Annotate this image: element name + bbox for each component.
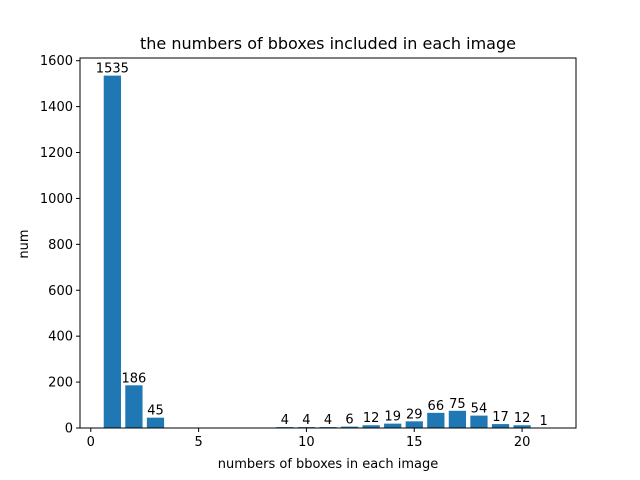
bar-x12 [340, 426, 359, 428]
data-label-x14: 19 [384, 410, 401, 425]
y-tick-label-200: 200 [48, 376, 73, 391]
y-tick-label-400: 400 [48, 330, 73, 345]
data-label-x12: 6 [345, 413, 353, 428]
bar-x19 [491, 424, 510, 428]
y-axis-label: num [17, 229, 32, 258]
bar-x15 [405, 421, 423, 428]
y-tick-label-1600: 1600 [40, 54, 73, 69]
data-label-x3: 45 [147, 404, 164, 419]
data-label-x17: 75 [449, 397, 466, 412]
x-tick-label-0: 0 [87, 435, 95, 450]
bar-x20 [513, 425, 531, 428]
data-label-x21: 1 [540, 414, 548, 429]
data-label-x16: 66 [428, 399, 445, 414]
x-tick-label-15: 15 [406, 435, 423, 450]
x-tick-label-20: 20 [514, 435, 531, 450]
y-tick-label-1200: 1200 [40, 146, 73, 161]
x-tick-label-10: 10 [298, 435, 315, 450]
data-label-x2: 186 [121, 371, 146, 386]
plot-frame [79, 57, 577, 429]
bar-x3 [146, 417, 165, 428]
x-tick-label-5: 5 [194, 435, 202, 450]
chart-title: the numbers of bboxes included in each i… [140, 34, 516, 53]
data-label-x15: 29 [406, 407, 423, 422]
bars-group [103, 75, 553, 429]
data-label-x11: 4 [324, 413, 332, 428]
bar-x16 [427, 412, 445, 428]
data-label-x9: 4 [281, 413, 289, 428]
bar-x17 [448, 410, 467, 428]
data-label-x20: 12 [514, 411, 531, 426]
bar-x14 [384, 423, 402, 428]
bar-x13 [362, 425, 380, 428]
y-ticks-group: 0 200 400 600 800 1000 1200 1400 1600 [40, 54, 80, 437]
data-label-x18: 54 [471, 402, 488, 417]
bar-x1 [103, 75, 121, 428]
bar-x2 [125, 385, 143, 428]
data-label-x13: 12 [363, 411, 380, 426]
data-label-x1: 1535 [96, 62, 129, 77]
y-tick-label-1000: 1000 [40, 192, 73, 207]
data-label-x19: 17 [492, 410, 509, 425]
data-label-x10: 4 [302, 413, 310, 428]
x-ticks-group: 0 5 10 15 20 [87, 428, 531, 450]
y-tick-label-0: 0 [65, 422, 73, 437]
y-tick-label-800: 800 [48, 238, 73, 253]
y-tick-label-600: 600 [48, 284, 73, 299]
x-axis-label: numbers of bboxes in each image [218, 457, 439, 472]
y-tick-label-1400: 1400 [40, 100, 73, 115]
bar-x18 [470, 415, 488, 428]
